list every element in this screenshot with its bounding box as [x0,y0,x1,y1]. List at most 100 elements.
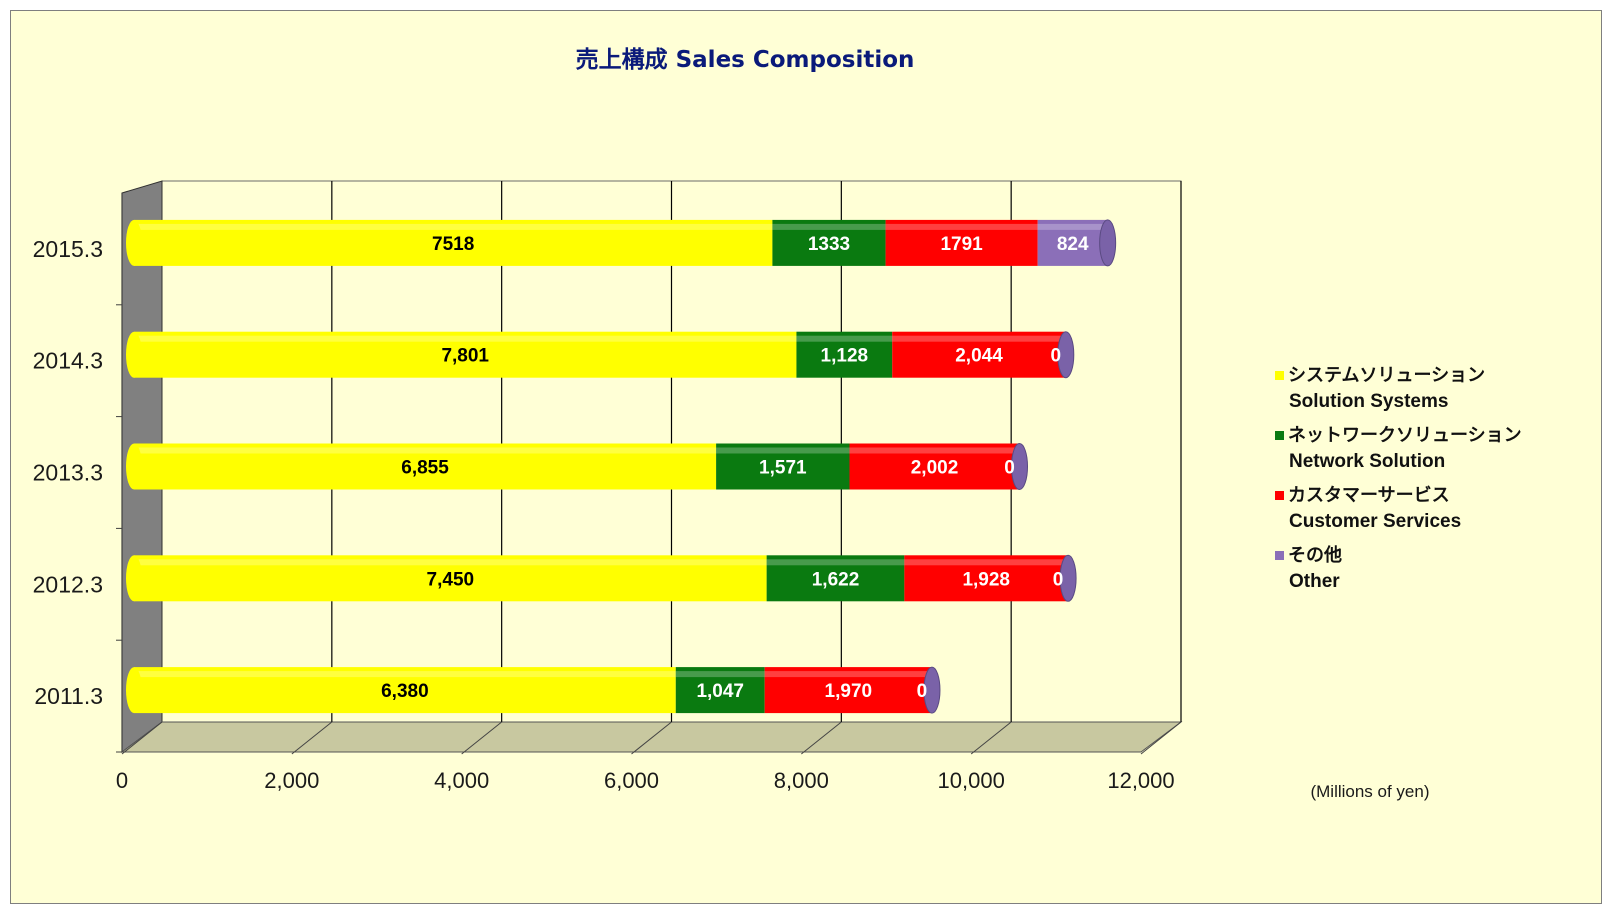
bar-segment [134,667,676,714]
bar-segment-body [885,219,1038,266]
floor-gridline [291,721,333,755]
floor-gridline [801,721,842,755]
bar-segment [134,219,773,266]
floor-gridline [461,721,502,755]
x-tick-label: 2,000 [264,768,319,793]
category-label: 2013.3 [33,460,103,486]
data-label: 1,047 [696,681,744,702]
data-label: 1,128 [821,346,869,367]
category-label: 2015.3 [33,236,103,262]
data-label: 0 [1004,458,1015,479]
bar-left-cap [126,555,142,602]
x-tick-label: 8,000 [774,768,829,793]
bar-segment [892,331,1066,378]
chart-frame: 売上構成 Sales Composition 0 2,000 4,000 6,000 8… [10,10,1602,904]
floor-gridline [970,721,1012,755]
legend-swatch [1275,491,1284,500]
bar-segment-body [675,667,765,714]
bar-highlight [766,559,905,566]
bar-highlight [764,671,932,678]
bar-highlight [675,671,765,678]
bar-highlight [134,335,797,342]
bar-segment-body [134,331,797,378]
bar-segment-body [1037,219,1108,266]
bar-highlight [772,223,886,230]
chart-bars [126,219,1117,714]
data-label: 0 [1051,346,1062,367]
bar-highlight [134,447,717,454]
bar-highlight [134,223,773,230]
chart-title: 売上構成 Sales Composition [576,47,915,73]
data-label: 7,450 [427,569,475,590]
bar-highlight [796,335,893,342]
bar-segment-body [134,667,676,714]
data-label: 1,928 [962,569,1010,590]
x-tick-label: 10,000 [938,768,1005,793]
bar-left-cap [126,219,142,266]
bar-segment [796,331,893,378]
bar-segment-body [134,555,767,602]
bar-right-cap [1011,443,1029,490]
bar-left-cap [126,443,142,490]
bar-segment [885,219,1038,266]
floor-gridline [631,721,672,755]
bar-highlight [1037,223,1108,230]
bar-segment [716,443,850,490]
chart-axes: 0 2,000 4,000 6,000 8,000 10,000 12,000 2011.3 2… [33,193,1175,793]
legend-label-en: Customer Services [1289,511,1461,532]
category-label: 2011.3 [34,683,103,709]
category-label: 2014.3 [33,348,103,374]
legend-label: システムソリューション [1288,365,1485,386]
data-label: 1,622 [812,569,860,590]
legend-swatch [1275,431,1284,440]
bar-segment-body [796,331,893,378]
data-label: 2,002 [911,458,959,479]
x-tick-label: 4,000 [434,768,489,793]
data-label: 824 [1057,234,1089,255]
bar-segment [764,667,932,714]
category-label: 2012.3 [33,571,103,597]
bar-highlight [885,223,1038,230]
data-label: 1,571 [759,458,807,479]
bar-segment-body [134,219,773,266]
bar-right-cap [1059,554,1077,602]
legend-label: カスタマーサービス [1288,485,1450,506]
unit-note: (Millions of yen) [1310,782,1429,801]
data-label: 1333 [808,234,850,255]
floor-gridline [1140,721,1182,755]
bar-left-cap [126,667,142,714]
bar-right-cap [923,666,941,714]
bar-highlight [716,447,850,454]
bar-segment-body [766,555,905,602]
bar-highlight [904,559,1069,566]
bar-segment [134,331,797,378]
bar-right-cap [1057,331,1075,379]
legend-swatch [1275,371,1284,380]
data-label: 0 [1053,569,1064,590]
x-tick-label: 0 [116,768,128,793]
bar-segment [134,443,717,490]
legend-swatch [1275,551,1284,560]
bar-segment-body [764,667,932,714]
bar-segment-body [716,443,850,490]
bar-segment-body [904,555,1069,602]
legend-label-en: Solution Systems [1289,391,1448,412]
bar-segment [904,555,1069,602]
bar-segment-body [849,443,1020,490]
data-label: 1791 [940,234,983,255]
x-tick-label: 12,000 [1107,768,1174,793]
bar-segment [849,443,1020,490]
bar-highlight [134,671,676,678]
legend-label-en: Network Solution [1289,451,1445,472]
data-label: 1,970 [825,681,873,702]
bar-highlight [134,559,767,566]
bar-segment [134,555,767,602]
x-tick-label: 6,000 [604,768,659,793]
data-label: 2,044 [955,346,1003,367]
chart-svg: 売上構成 Sales Composition 0 2,000 4,000 6,000 8… [33,47,1522,801]
data-label: 7518 [432,234,474,255]
bar-segment [766,555,905,602]
chart-legend: システムソリューション Solution Systems ネットワークソリューション… [1275,365,1522,592]
bar-right-cap [1099,219,1117,267]
legend-label: その他 [1288,544,1342,566]
